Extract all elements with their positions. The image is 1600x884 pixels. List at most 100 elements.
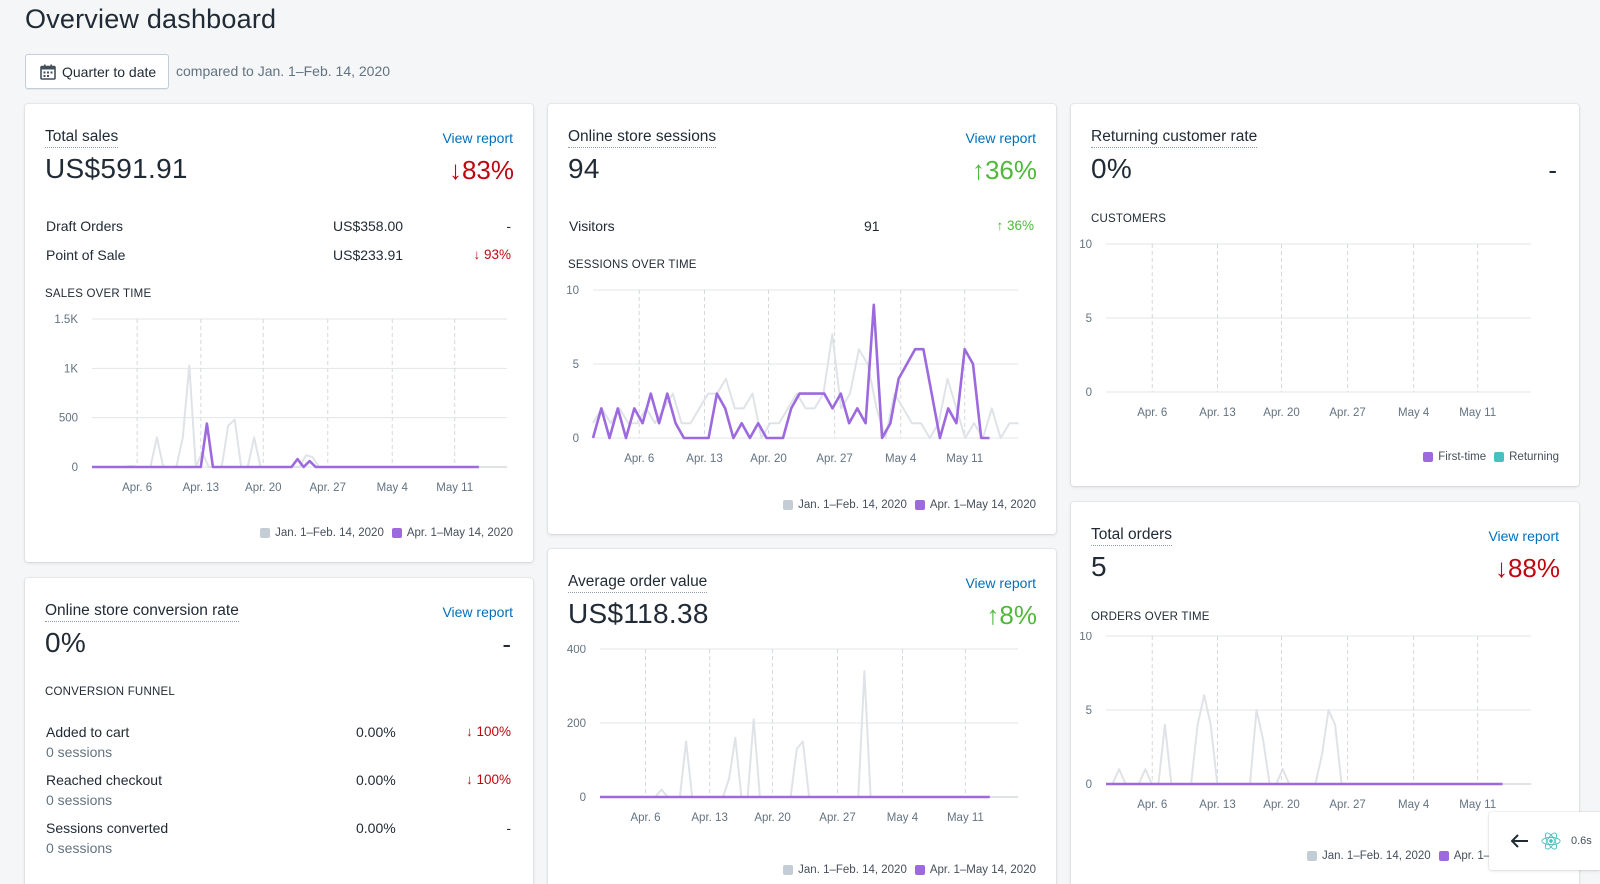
- legend-label-current: Apr. 1–May 14, 2020: [929, 499, 1036, 511]
- row-change: -: [506, 218, 511, 234]
- devtools-widget[interactable]: 0.6s: [1489, 812, 1600, 870]
- x-tick-label: May 4: [885, 453, 917, 465]
- metric-change: -: [1548, 155, 1557, 185]
- calendar-icon: [40, 64, 56, 80]
- row-change: ↑ 36%: [996, 218, 1034, 233]
- chart-title: ORDERS OVER TIME: [1091, 611, 1210, 623]
- funnel-step-sessions: 0 sessions: [46, 792, 113, 808]
- metric-change: ↓83%: [448, 155, 514, 185]
- row-change: ↓ 93%: [473, 247, 511, 262]
- legend-label-previous: Jan. 1–Feb. 14, 2020: [798, 499, 907, 511]
- series-line-current: [92, 422, 479, 469]
- x-tick-label: May 4: [887, 812, 919, 824]
- metric-change: -: [502, 629, 511, 659]
- orders-chart: 10 5 0 Apr. 6 Apr. 13 Apr. 20 Apr. 27 May 4 May …: [1079, 632, 1532, 811]
- sessions-chart: 10 5 0 Apr. 6 Apr. 13 Apr. 20 Apr. 27 May 4 May …: [566, 285, 1019, 465]
- x-tick-label: Apr. 20: [1263, 407, 1299, 419]
- card-title[interactable]: Total sales: [45, 128, 119, 148]
- card-title[interactable]: Total orders: [1091, 526, 1172, 546]
- compare-text: compared to Jan. 1–Feb. 14, 2020: [176, 63, 391, 79]
- metric-change: ↑8%: [986, 600, 1037, 630]
- x-tick-label: May 4: [377, 482, 409, 494]
- card-title[interactable]: Average order value: [568, 573, 708, 593]
- metric-change: ↓88%: [1494, 553, 1560, 583]
- row-label: Visitors: [569, 218, 615, 234]
- x-tick-label: Apr. 6: [630, 812, 660, 824]
- date-range-button[interactable]: Quarter to date: [25, 54, 169, 89]
- x-tick-label: May 11: [1459, 407, 1496, 419]
- y-tick-label: 500: [59, 413, 78, 425]
- chart-title: SESSIONS OVER TIME: [568, 259, 697, 271]
- x-tick-label: Apr. 6: [1137, 799, 1167, 811]
- series-line-previous: [92, 364, 508, 468]
- view-report-link[interactable]: View report: [442, 604, 513, 620]
- aov-chart: 400 200 0 Apr. 6 Apr. 13 Apr. 20 Apr. 27 May 4 M…: [567, 645, 1019, 824]
- total-sales-card: Total sales View report US$591.91 ↓83% D…: [25, 104, 533, 562]
- x-tick-label: Apr. 20: [750, 453, 786, 465]
- chart-legend: Jan. 1–Feb. 14, 2020 Apr. 1–May 14, 2020: [775, 499, 1036, 511]
- legend-label-previous: Jan. 1–Feb. 14, 2020: [1322, 850, 1431, 862]
- page-title: Overview dashboard: [25, 4, 277, 34]
- y-tick-label: 5: [1086, 705, 1092, 717]
- y-tick-label: 10: [1079, 632, 1092, 643]
- react-icon: [1541, 832, 1561, 850]
- funnel-step-rate: 0.00%: [356, 820, 396, 836]
- chart-legend: Jan. 1–Feb. 14, 2020 Apr. 1–May 14, 2020: [775, 864, 1036, 876]
- funnel-step-label: Sessions converted: [46, 820, 169, 836]
- series-line-previous: [600, 670, 1019, 798]
- view-report-link[interactable]: View report: [965, 130, 1036, 146]
- sessions-card: Online store sessions View report 94 ↑36…: [548, 104, 1056, 534]
- card-title[interactable]: Online store sessions: [568, 128, 717, 148]
- chart-title: CONVERSION FUNNEL: [45, 686, 175, 698]
- y-tick-label: 10: [566, 285, 579, 297]
- legend-label-previous: Jan. 1–Feb. 14, 2020: [275, 527, 384, 539]
- x-tick-label: May 4: [1398, 799, 1430, 811]
- x-tick-label: May 4: [1398, 407, 1430, 419]
- y-tick-label: 200: [567, 718, 586, 730]
- y-tick-label: 1.5K: [54, 314, 78, 326]
- metric-change: ↑36%: [971, 155, 1037, 185]
- chart-legend: First-time Returning: [1415, 451, 1559, 463]
- legend-label-current: Apr. 1–May 14, 2020: [406, 527, 513, 539]
- view-report-link[interactable]: View report: [1488, 528, 1559, 544]
- legend-swatch-returning: [1494, 452, 1505, 462]
- x-tick-label: May 11: [947, 812, 984, 824]
- y-tick-label: 0: [580, 792, 586, 804]
- series-line-current: [591, 303, 990, 440]
- back-arrow-icon[interactable]: [1511, 834, 1529, 848]
- view-report-link[interactable]: View report: [965, 575, 1036, 591]
- customers-chart: 10 5 0 Apr. 6 Apr. 13 Apr. 20 Apr. 27 May 4 May …: [1079, 239, 1531, 419]
- x-tick-label: Apr. 27: [819, 812, 855, 824]
- funnel-step-change: ↓ 100%: [465, 724, 511, 739]
- funnel-step-rate: 0.00%: [356, 772, 396, 788]
- returning-customer-card: Returning customer rate 0% - CUSTOMERS 1…: [1071, 104, 1579, 486]
- legend-swatch-current: [914, 500, 925, 510]
- card-title[interactable]: Returning customer rate: [1091, 128, 1258, 148]
- x-tick-label: Apr. 27: [310, 482, 346, 494]
- view-report-link[interactable]: View report: [442, 130, 513, 146]
- funnel-step-sessions: 0 sessions: [46, 744, 113, 760]
- render-time: 0.6s: [1571, 835, 1592, 847]
- funnel-step-change: -: [506, 820, 511, 836]
- x-tick-label: Apr. 13: [691, 812, 727, 824]
- x-tick-label: Apr. 6: [122, 482, 152, 494]
- row-label: Draft Orders: [46, 218, 124, 234]
- x-tick-label: Apr. 6: [1137, 407, 1167, 419]
- x-tick-label: Apr. 20: [245, 482, 281, 494]
- metric-value: 5: [1091, 551, 1107, 582]
- y-tick-label: 0: [573, 433, 579, 445]
- card-title[interactable]: Online store conversion rate: [45, 602, 239, 622]
- metric-value: 0%: [45, 627, 87, 658]
- x-tick-label: Apr. 6: [624, 453, 654, 465]
- y-tick-label: 1K: [64, 363, 78, 375]
- legend-swatch-previous: [260, 528, 271, 538]
- legend-label-current: Apr. 1–May 14, 2020: [929, 864, 1036, 876]
- x-tick-label: May 11: [436, 482, 473, 494]
- row-amount: 91: [864, 218, 880, 234]
- funnel-step-label: Added to cart: [46, 724, 130, 740]
- legend-swatch-current: [1438, 851, 1449, 861]
- x-tick-label: Apr. 27: [816, 453, 852, 465]
- chart-title: SALES OVER TIME: [45, 288, 152, 300]
- y-tick-label: 0: [72, 462, 78, 474]
- y-tick-label: 0: [1086, 779, 1092, 791]
